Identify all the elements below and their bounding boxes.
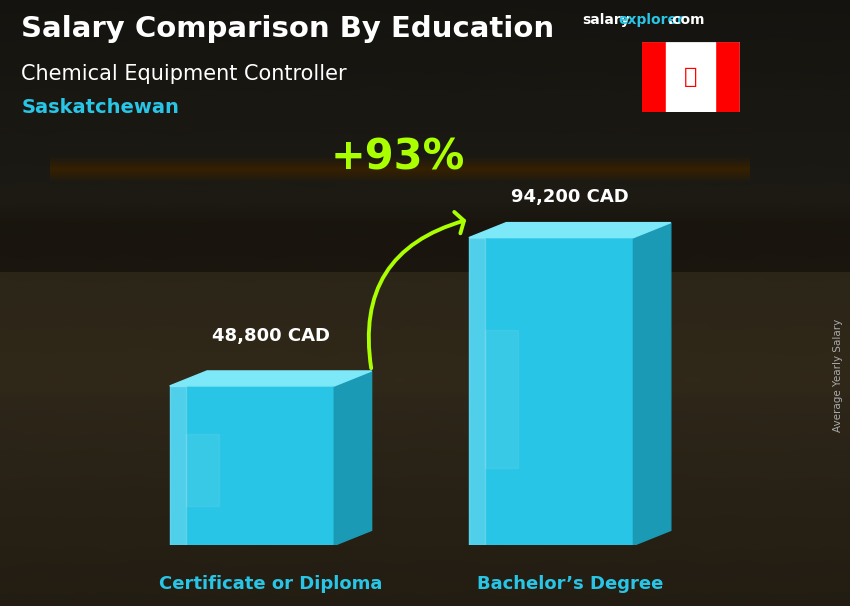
Bar <box>170 386 186 545</box>
Text: +93%: +93% <box>331 136 465 178</box>
Text: Certificate or Diploma: Certificate or Diploma <box>159 575 382 593</box>
Polygon shape <box>485 330 518 468</box>
Text: 48,800 CAD: 48,800 CAD <box>212 327 330 345</box>
Bar <box>469 238 633 545</box>
Bar <box>666 42 715 112</box>
Text: Bachelor’s Degree: Bachelor’s Degree <box>477 575 663 593</box>
Text: 94,200 CAD: 94,200 CAD <box>511 188 629 206</box>
Polygon shape <box>469 222 671 238</box>
Text: Salary Comparison By Education: Salary Comparison By Education <box>21 15 554 43</box>
Bar <box>642 42 666 112</box>
Polygon shape <box>170 371 371 386</box>
Bar <box>715 42 740 112</box>
Text: .com: .com <box>668 13 706 27</box>
Polygon shape <box>186 434 219 505</box>
Text: Saskatchewan: Saskatchewan <box>21 98 179 117</box>
Text: 🍁: 🍁 <box>684 67 697 87</box>
Text: Average Yearly Salary: Average Yearly Salary <box>833 319 843 432</box>
Text: Chemical Equipment Controller: Chemical Equipment Controller <box>21 64 347 84</box>
Polygon shape <box>334 371 371 545</box>
Polygon shape <box>633 222 671 545</box>
Text: explorer: explorer <box>618 13 683 27</box>
Bar <box>469 238 485 545</box>
Bar <box>170 386 334 545</box>
Text: salary: salary <box>582 13 630 27</box>
